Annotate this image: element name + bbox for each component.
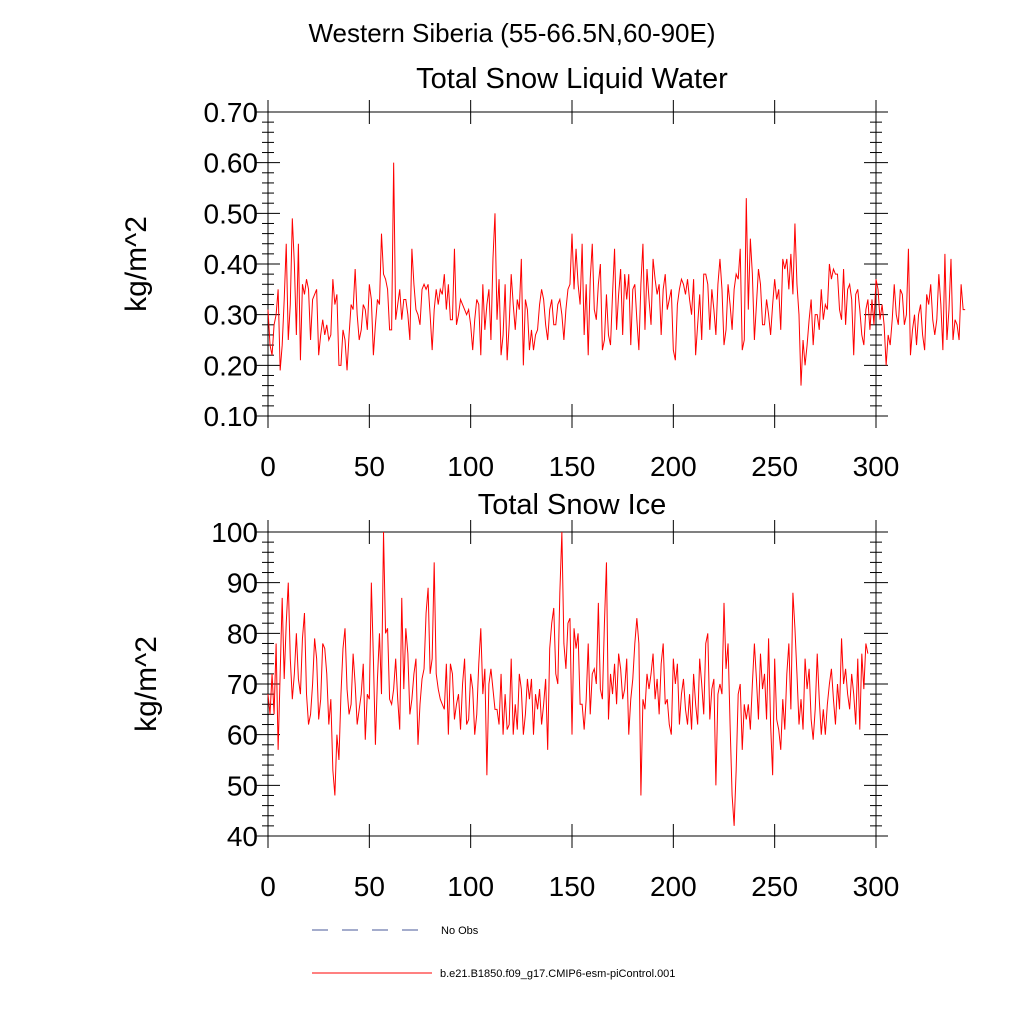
y-tick-label: 90: [227, 568, 258, 599]
y-axis-label: kg/m^2: [120, 216, 153, 312]
y-tick-label: 0.70: [204, 97, 259, 128]
y-tick-label: 50: [227, 770, 258, 801]
y-tick-label: 0.30: [204, 300, 259, 331]
y-tick-label: 0.10: [204, 401, 259, 432]
x-tick-label: 50: [354, 871, 385, 902]
y-tick-label: 70: [227, 669, 258, 700]
x-tick-label: 150: [549, 871, 596, 902]
x-tick-label: 100: [447, 871, 494, 902]
legend-entry-no-obs: No Obs: [312, 925, 479, 937]
x-tick-label: 150: [549, 451, 596, 482]
y-tick-labels: 40 50 60 70 80 90 100: [211, 517, 258, 852]
x-tick-label: 300: [853, 451, 900, 482]
y-tick-label: 0.50: [204, 198, 259, 229]
x-tick-label: 250: [751, 451, 798, 482]
panel-title: Total Snow Ice: [478, 489, 667, 521]
legend-label: b.e21.B1850.f09_g17.CMIP6-esm-piControl.…: [440, 968, 675, 980]
panel-snow-ice: Total Snow Ice kg/m^2 40 50 60 70 80 90 100 0 5…: [130, 489, 899, 902]
panel-snow-liquid-water: Total Snow Liquid Water kg/m^2 0.100.200…: [120, 63, 966, 482]
series-line: [267, 531, 869, 826]
x-tick-labels: 0 50 100 150 200 250 300: [260, 451, 899, 482]
y-tick-label: 0.20: [204, 350, 259, 381]
x-tick-label: 250: [751, 871, 798, 902]
y-tick-label: 80: [227, 618, 258, 649]
x-tick-label: 0: [260, 451, 276, 482]
y-tick-label: 0.60: [204, 148, 259, 179]
x-tick-label: 0: [260, 871, 276, 902]
axis-ticks: [256, 520, 888, 848]
y-tick-label: 100: [211, 517, 258, 548]
y-tick-label: 0.40: [204, 249, 259, 280]
x-tick-label: 50: [354, 451, 385, 482]
legend: No Obs b.e21.B1850.f09_g17.CMIP6-esm-piC…: [312, 925, 675, 980]
plot-frame: [267, 531, 877, 837]
x-tick-label: 200: [650, 451, 697, 482]
x-tick-label: 200: [650, 871, 697, 902]
x-tick-label: 300: [853, 871, 900, 902]
panel-title: Total Snow Liquid Water: [416, 63, 728, 95]
y-tick-labels: 0.10 0.20 0.30 0.40 0.50 0.60 0.70: [204, 97, 259, 432]
figure-title: Western Siberia (55-66.5N,60-90E): [308, 18, 715, 48]
legend-entry-model: b.e21.B1850.f09_g17.CMIP6-esm-piControl.…: [312, 968, 675, 980]
legend-label: No Obs: [441, 925, 479, 937]
plot-frame: [267, 111, 877, 417]
series-line: [267, 162, 966, 386]
x-tick-labels: 0 50 100 150 200 250 300: [260, 871, 899, 902]
y-tick-label: 60: [227, 720, 258, 751]
axis-ticks: [256, 100, 888, 428]
y-tick-label: 40: [227, 821, 258, 852]
y-axis-label: kg/m^2: [130, 636, 163, 732]
x-tick-label: 100: [447, 451, 494, 482]
